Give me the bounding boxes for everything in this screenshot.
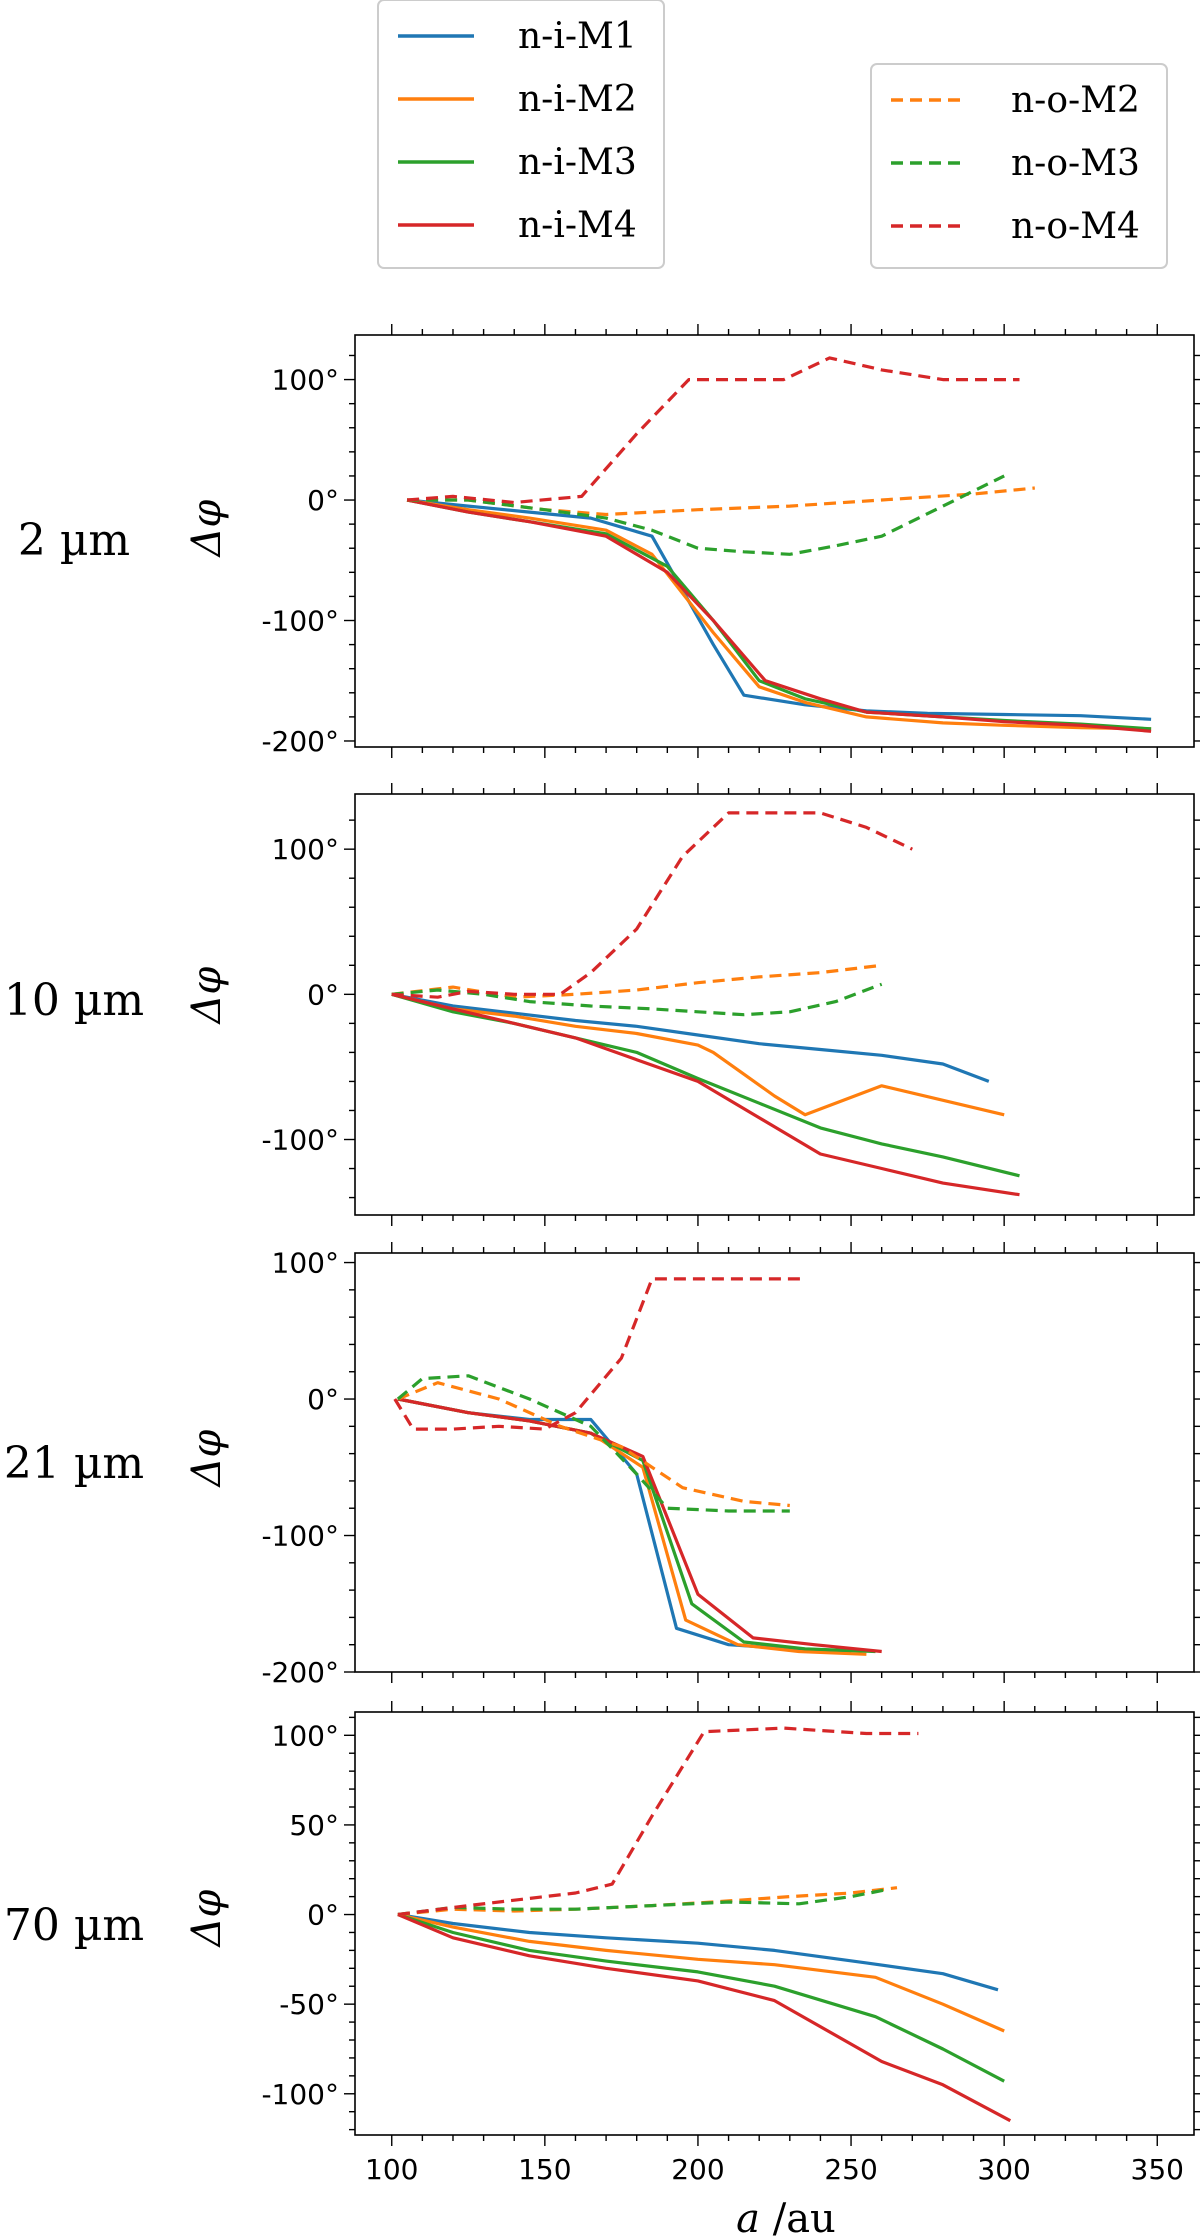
legend-entry-n-i-M3: n-i-M3 — [398, 142, 637, 183]
panel-2-series — [391, 811, 1020, 1197]
series-line-n-i-M3 — [397, 1397, 876, 1654]
y-tick-label: -200° — [261, 725, 339, 758]
panel-3: -200° -100° 0° 100° Δφ 21 µm — [4, 1242, 1200, 1689]
y-tick-label: 0° — [307, 1383, 339, 1416]
series-line-n-i-M1 — [397, 1912, 999, 1992]
series-line-n-o-M3 — [397, 1887, 889, 1917]
series-line-n-i-M2 — [406, 498, 1152, 731]
panel-4-series — [397, 1726, 1012, 2123]
legend-label-n-o-M2: n-o-M2 — [1011, 80, 1140, 121]
legend-label-n-i-M2: n-i-M2 — [518, 79, 637, 120]
legend-entry-n-o-M4: n-o-M4 — [891, 206, 1140, 247]
legend-entry-n-i-M1: n-i-M1 — [398, 16, 637, 57]
y-tick-label: -100° — [261, 1124, 339, 1157]
x-tick-label: 250 — [824, 2153, 877, 2186]
x-tick-label: 200 — [671, 2153, 724, 2186]
y-tick-label: -50° — [279, 1988, 339, 2021]
x-tick-label: 300 — [977, 2153, 1030, 2186]
series-line-n-i-M1 — [406, 498, 1152, 721]
y-tick-label: 100° — [272, 1719, 339, 1752]
series-line-n-i-M1 — [397, 1397, 852, 1655]
y-tick-label: 50° — [289, 1809, 339, 1842]
series-line-n-o-M2 — [397, 1381, 790, 1508]
y-axis-label: Δφ — [184, 967, 230, 1026]
panels-layer: -200° -100° 0° 100° Δφ 2 µm -100° 0° 100° Δφ 10 µm… — [4, 324, 1200, 2186]
series-line-n-i-M2 — [397, 1912, 1005, 2033]
y-tick-label: -200° — [261, 1656, 339, 1689]
y-tick-label: 0° — [307, 1899, 339, 1932]
series-line-n-i-M4 — [406, 498, 1152, 733]
series-line-n-o-M4 — [393, 1277, 806, 1431]
series-line-n-i-M4 — [397, 1913, 1012, 2123]
y-tick-label: 0° — [307, 484, 339, 517]
series-line-n-o-M3 — [396, 1374, 790, 1513]
legend-entry-n-i-M4: n-i-M4 — [398, 205, 637, 246]
panel-3-series — [393, 1277, 882, 1656]
panel-1-frame — [354, 334, 1195, 748]
legend-label-n-i-M1: n-i-M1 — [518, 16, 637, 57]
y-tick-label: 100° — [272, 833, 339, 866]
y-tick-label: 100° — [272, 1247, 339, 1280]
series-line-n-o-M4 — [406, 356, 1020, 505]
legend-entry-n-o-M3: n-o-M3 — [891, 143, 1140, 184]
y-tick-label: -100° — [261, 2078, 339, 2111]
y-tick-label: -100° — [261, 1520, 339, 1553]
row-label: 70 µm — [4, 1900, 144, 1951]
x-tick-label: 350 — [1131, 2153, 1184, 2186]
row-label: 21 µm — [4, 1438, 144, 1489]
series-line-n-o-M2 — [391, 963, 882, 999]
outer-legend-box — [870, 63, 1168, 269]
y-tick-label: -100° — [261, 605, 339, 638]
series-line-n-o-M4 — [391, 811, 913, 999]
x-axis-label: a /au — [736, 2196, 836, 2238]
x-tick-label: 150 — [518, 2153, 571, 2186]
legend-layer: n-i-M1 n-i-M2 n-i-M3 n-i-M4 n-o-M2 n-o-M3 n-o-… — [377, 0, 1168, 269]
panel-3-frame — [354, 1252, 1195, 1673]
legend-entry-n-i-M2: n-i-M2 — [398, 79, 637, 120]
legend-label-n-o-M4: n-o-M4 — [1011, 206, 1140, 247]
y-axis-label: Δφ — [184, 1890, 230, 1949]
x-tick-label: 100 — [365, 2153, 418, 2186]
series-line-n-i-M4 — [391, 992, 1020, 1197]
y-tick-label: 100° — [272, 364, 339, 397]
panel-1-series — [406, 356, 1152, 733]
x-tick-labels: 100 150 200 250 300 350 — [365, 2153, 1184, 2186]
series-line-n-o-M3 — [407, 474, 1005, 556]
y-tick-label: 0° — [307, 978, 339, 1011]
series-line-n-i-M1 — [391, 992, 990, 1083]
series-line-n-i-M4 — [397, 1397, 882, 1654]
panel-4: -100° -50° 0° 50° 100° Δφ 70 µm — [4, 1701, 1200, 2146]
legend-label-n-o-M3: n-o-M3 — [1011, 143, 1140, 184]
row-label: 2 µm — [18, 515, 130, 566]
panel-4-frame — [354, 1711, 1195, 2136]
row-label: 10 µm — [4, 975, 144, 1026]
y-axis-label: Δφ — [184, 1430, 230, 1489]
y-axis-label: Δφ — [184, 500, 230, 559]
series-line-n-i-M2 — [391, 992, 1005, 1117]
panel-2: -100° 0° 100° Δφ 10 µm — [4, 783, 1200, 1226]
series-line-n-o-M4 — [397, 1726, 919, 1917]
series-line-n-i-M2 — [397, 1397, 867, 1656]
legend-label-n-i-M3: n-i-M3 — [518, 142, 637, 183]
panel-1: -200° -100° 0° 100° Δφ 2 µm — [18, 324, 1200, 758]
series-line-n-i-M3 — [397, 1912, 1005, 2083]
legend-entry-n-o-M2: n-o-M2 — [891, 80, 1140, 121]
legend-label-n-i-M4: n-i-M4 — [518, 205, 637, 246]
inner-legend-box — [377, 0, 665, 269]
panel-2-frame — [354, 793, 1195, 1216]
